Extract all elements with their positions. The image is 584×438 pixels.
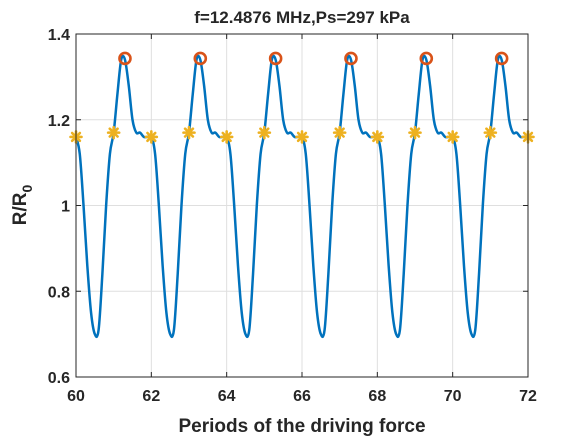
x-tick-label: 64 bbox=[218, 388, 236, 405]
max-circle-marker bbox=[419, 51, 434, 66]
x-tick-label: 72 bbox=[519, 388, 537, 405]
x-tick-label: 60 bbox=[67, 388, 85, 405]
asterisk-marker bbox=[483, 125, 498, 140]
x-tick-label: 70 bbox=[444, 388, 462, 405]
y-axis-label-main: R/R bbox=[10, 192, 31, 225]
asterisk-marker bbox=[370, 130, 385, 144]
max-circle-marker bbox=[344, 51, 358, 66]
x-axis-label: Periods of the driving force bbox=[178, 416, 425, 437]
y-tick-label: 1.2 bbox=[48, 113, 70, 130]
y-axis-label-group: R/R0 bbox=[10, 185, 35, 226]
x-tick-label: 62 bbox=[142, 388, 160, 405]
asterisk-marker bbox=[408, 125, 422, 140]
y-tick-label: 1.4 bbox=[48, 27, 70, 44]
max-circle-marker bbox=[494, 51, 509, 66]
asterisk-marker bbox=[219, 130, 234, 144]
x-tick-label: 68 bbox=[368, 388, 386, 405]
tick-layer: 60 62 64 66 68 70 72 0.6 0.8 1 1.2 1.4 bbox=[48, 27, 537, 405]
y-tick-label: 1 bbox=[61, 199, 70, 216]
y-tick-label: 0.8 bbox=[48, 284, 70, 301]
max-circle-marker bbox=[118, 51, 132, 66]
asterisk-marker bbox=[332, 125, 347, 140]
asterisk-marker bbox=[106, 125, 121, 140]
asterisk-marker bbox=[182, 125, 196, 140]
asterisk-marker bbox=[257, 125, 272, 140]
asterisk-marker bbox=[144, 130, 159, 144]
asterisk-marker bbox=[445, 130, 460, 144]
y-axis-label-subscript: 0 bbox=[19, 185, 35, 193]
max-circle-marker bbox=[268, 51, 283, 66]
y-axis-label: R/R0 bbox=[10, 185, 35, 226]
x-tick-label: 66 bbox=[293, 388, 311, 405]
chart-title: f=12.4876 MHz,Ps=297 kPa bbox=[194, 8, 410, 27]
asterisk-marker bbox=[295, 130, 309, 144]
y-tick-label: 0.6 bbox=[48, 370, 70, 387]
max-circle-marker bbox=[193, 51, 208, 66]
